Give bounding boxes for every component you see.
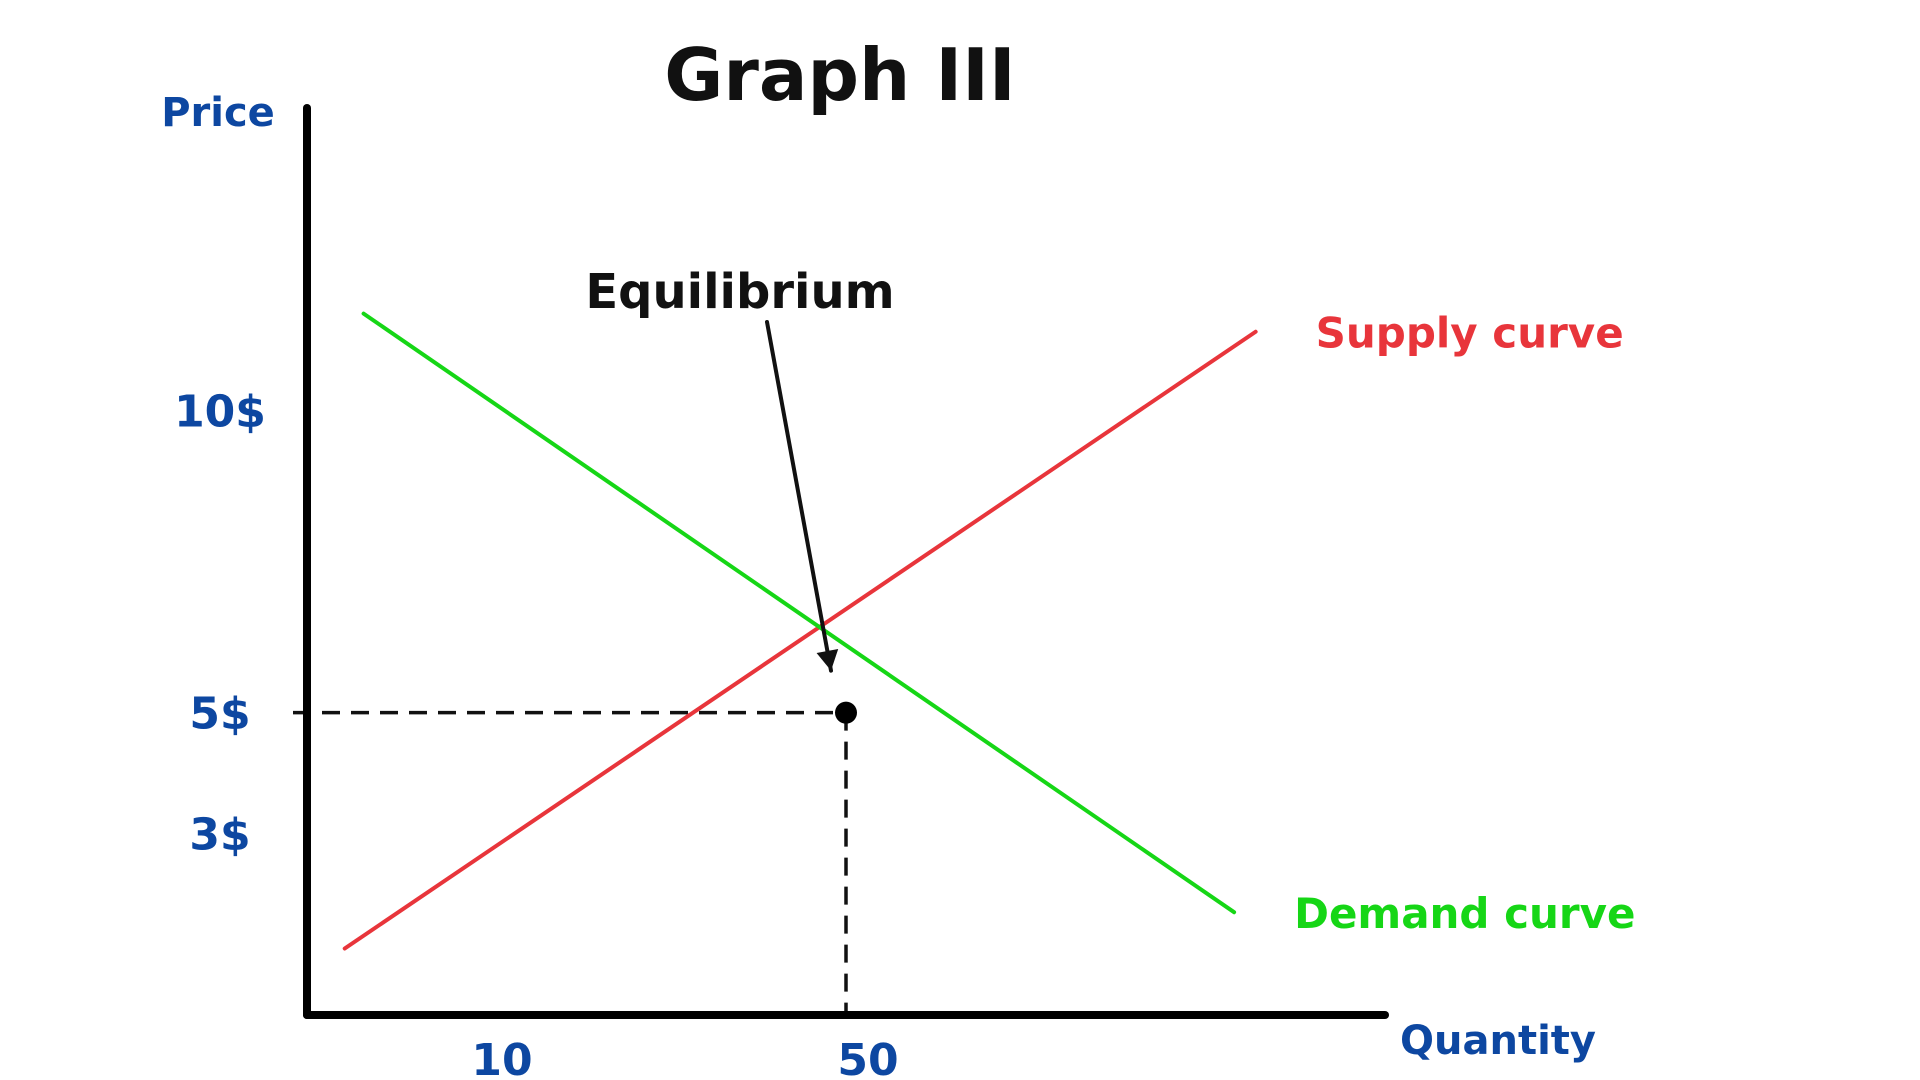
annotation-layer: Equilibrium xyxy=(585,264,895,724)
demand-curve-line xyxy=(361,311,1237,915)
supply-curve-line xyxy=(342,329,1258,951)
x-tick-label: 10 xyxy=(471,1035,532,1080)
y-tick-label: 3$ xyxy=(189,810,250,861)
y-axis-label: Price xyxy=(161,90,275,136)
equilibrium-guides xyxy=(293,710,848,1015)
x-axis-label: Quantity xyxy=(1400,1018,1596,1064)
equilibrium-arrow-shaft xyxy=(765,320,833,673)
x-tick-label: 50 xyxy=(837,1035,898,1080)
demand-curve-label: Demand curve xyxy=(1294,889,1635,938)
series-layer xyxy=(342,311,1258,951)
supply-curve-label: Supply curve xyxy=(1316,309,1624,358)
equilibrium-arrow-head xyxy=(816,649,839,671)
axes xyxy=(303,104,1389,1019)
equilibrium-point xyxy=(835,701,857,724)
chart-title: Graph III xyxy=(664,33,1015,117)
labels-layer: Supply curve Demand curve 10$ 5$ 3$ 10 50 xyxy=(174,309,1635,1080)
equilibrium-label: Equilibrium xyxy=(585,264,894,320)
y-tick-label: 10$ xyxy=(174,386,266,437)
y-tick-label: 5$ xyxy=(189,689,250,740)
